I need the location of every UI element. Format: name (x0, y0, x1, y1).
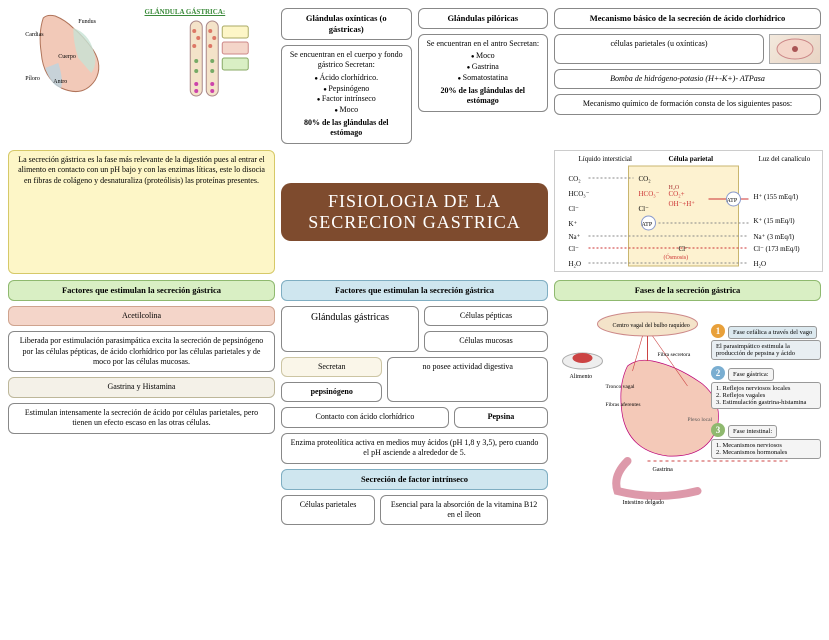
svg-text:CO₂+: CO₂+ (669, 190, 685, 198)
celulas-parietales: células parietales (u oxínticas) (554, 34, 764, 64)
secretan-box: Secretan (281, 357, 382, 377)
center-header: Factores que estimulan la secreción gást… (281, 280, 548, 301)
fase3-items: 1. Mecanismos nerviosos 2. Mecanismos ho… (711, 439, 821, 459)
svg-text:Cl⁻ (173 mEq/l): Cl⁻ (173 mEq/l) (754, 245, 801, 253)
svg-text:(Ósmosis): (Ósmosis) (664, 253, 689, 261)
piloricas-block: Glándulas pilóricas Se encuentran en el … (418, 8, 549, 144)
svg-text:Píloro: Píloro (25, 76, 40, 82)
piloricas-body: Se encuentran en el antro Secretan: Moco… (418, 34, 549, 112)
mecanismo-block: Mecanismo básico de la secreción de ácid… (554, 8, 821, 144)
parietal-cell-icon (769, 34, 821, 64)
enzima-box: Enzima proteolítica activa en medios muy… (281, 433, 548, 464)
svg-text:Gastrina: Gastrina (653, 467, 674, 473)
left-column: Factores que estimulan la secreción gást… (8, 280, 275, 526)
svg-text:Cl⁻: Cl⁻ (569, 245, 580, 253)
fase2-title: Fase gástrica: (728, 368, 774, 381)
svg-text:Fibra secretora: Fibra secretora (658, 352, 691, 358)
fase3-title: Fase intestinal: (728, 425, 777, 438)
quimico-box: Mecanismo químico de formación consta de… (554, 94, 821, 114)
mucosas-box: Células mucosas (424, 331, 548, 351)
svg-text:Na⁺: Na⁺ (569, 233, 581, 241)
svg-text:ATP: ATP (642, 222, 653, 228)
svg-text:Cardias: Cardias (25, 32, 44, 38)
acetilcolina-body: Liberada por estimulación parasimpática … (8, 331, 275, 372)
svg-text:K⁺ (15 mEq/l): K⁺ (15 mEq/l) (754, 217, 796, 225)
svg-text:CO₂: CO₂ (569, 175, 582, 183)
gastric-gland-image: GLÁNDULA GÁSTRICA: (145, 8, 276, 144)
left-header: Factores que estimulan la secreción gást… (8, 280, 275, 301)
noposee-box: no posee actividad digestiva (387, 357, 548, 403)
svg-text:Líquido intersticial: Líquido intersticial (579, 155, 633, 163)
fase2-items: 1. Reflejos nerviosos locales 2. Reflejo… (711, 382, 821, 409)
piloricas-title: Glándulas pilóricas (418, 8, 549, 29)
svg-text:Alimento: Alimento (570, 374, 593, 380)
pepsinogeno-box: pepsinógeno (281, 382, 382, 402)
mecanismo-title: Mecanismo básico de la secreción de ácid… (554, 8, 821, 29)
center-column: Factores que estimulan la secreción gást… (281, 280, 548, 526)
svg-text:H₂O: H₂O (669, 185, 680, 191)
svg-text:Fibras aferentes: Fibras aferentes (606, 401, 641, 408)
svg-text:K⁺: K⁺ (569, 220, 578, 228)
svg-text:OH⁻+H⁺: OH⁻+H⁺ (669, 200, 696, 208)
svg-text:Antro: Antro (53, 79, 67, 85)
oxinticas-title: Glándulas oxínticas (o gástricas) (281, 8, 412, 40)
parietal-transport-diagram: Líquido intersticial Célula parietal Luz… (554, 150, 821, 274)
svg-text:ATP: ATP (727, 198, 738, 204)
svg-text:H⁺ (155 mEq/l): H⁺ (155 mEq/l) (754, 193, 799, 201)
oxinticas-body: Se encuentran en el cuerpo y fondo gástr… (281, 45, 412, 144)
intro-text: La secreción gástrica es la fase más rel… (8, 150, 275, 274)
svg-text:CO₂: CO₂ (639, 175, 652, 183)
stomach-anatomy-image: Fundus Cardias Cuerpo Píloro Antro (8, 8, 139, 144)
parietales-box: Células parietales (281, 495, 375, 526)
right-column: Fases de la secreción gástrica Centro va… (554, 280, 821, 526)
svg-text:Cl⁻: Cl⁻ (679, 245, 690, 253)
gastrina-histamina-body: Estimulan intensamente la secreción de á… (8, 403, 275, 434)
fase1-body: El parasimpático estimula la producción … (711, 340, 821, 360)
contacto-box: Contacto con ácido clorhídrico (281, 407, 449, 427)
main-title: FISIOLOGIA DE LA SECRECION GASTRICA (281, 183, 548, 241)
svg-text:Centro vagal del bulbo raquíde: Centro vagal del bulbo raquídeo (613, 323, 690, 329)
acetilcolina-title: Acetilcolina (8, 306, 275, 326)
svg-text:Plexo local: Plexo local (688, 417, 713, 423)
svg-text:Intestino delgado: Intestino delgado (623, 500, 665, 506)
svg-text:Cl⁻: Cl⁻ (569, 205, 580, 213)
bomba-box: Bomba de hidrógeno-potasio (H+-K+)- ATPa… (554, 69, 821, 89)
svg-text:HCO₃⁻: HCO₃⁻ (569, 190, 590, 198)
pepticas-box: Células pépticas (424, 306, 548, 326)
svg-text:Tronco vagal: Tronco vagal (606, 384, 635, 390)
oxinticas-block: Glándulas oxínticas (o gástricas) Se enc… (281, 8, 412, 144)
fase1-title: Fase cefálica a través del vago (728, 326, 817, 339)
phases-diagram: Centro vagal del bulbo raquídeo Alimento… (554, 306, 821, 508)
fases-header: Fases de la secreción gástrica (554, 280, 821, 301)
svg-text:Cl⁻: Cl⁻ (639, 205, 650, 213)
pepsina-box: Pepsina (454, 407, 548, 427)
svg-text:Luz del canalículo: Luz del canalículo (759, 155, 811, 163)
svg-text:HCO₃⁻: HCO₃⁻ (639, 190, 660, 198)
svg-text:Cuerpo: Cuerpo (58, 54, 76, 60)
factor-header: Secreción de factor intrínseco (281, 469, 548, 490)
svg-text:H₂O: H₂O (569, 260, 582, 268)
b12-box: Esencial para la absorción de la vitamin… (380, 495, 548, 526)
gastrina-histamina-title: Gastrina y Histamina (8, 377, 275, 397)
svg-text:Na⁺ (3 mEq/l): Na⁺ (3 mEq/l) (754, 233, 795, 241)
svg-text:H₂O: H₂O (754, 260, 767, 268)
svg-text:Fundus: Fundus (78, 19, 96, 25)
glandulas-box: Glándulas gástricas (281, 306, 419, 352)
svg-text:Célula parietal: Célula parietal (669, 155, 714, 163)
